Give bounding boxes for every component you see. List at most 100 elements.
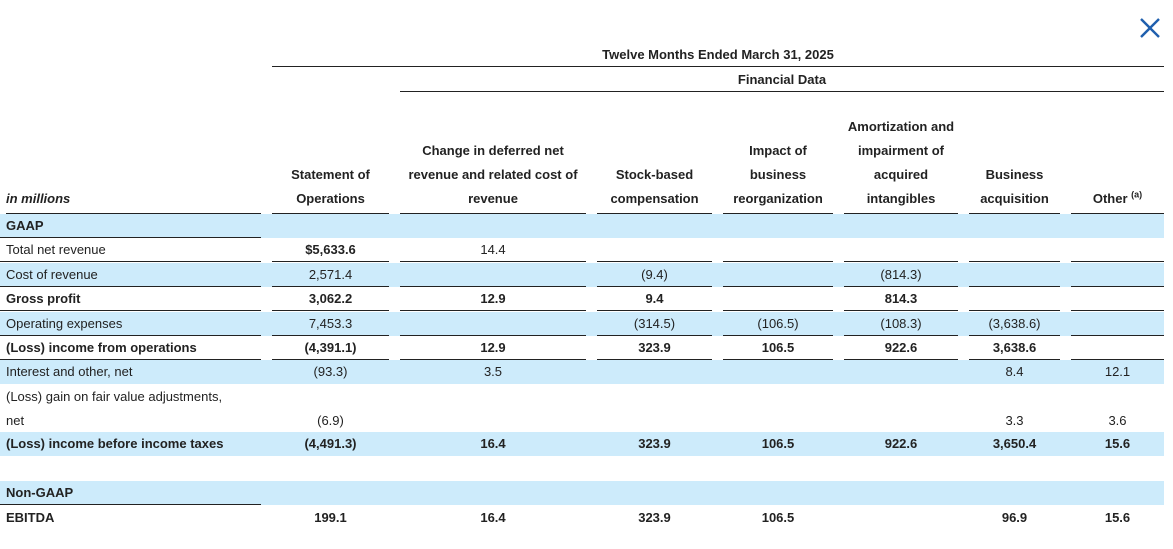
table-cell: 15.6 — [1104, 510, 1131, 525]
table-cell — [969, 263, 1060, 287]
table-cell: 7,453.3 — [308, 316, 353, 331]
row-divider — [969, 359, 1060, 360]
row-divider — [400, 310, 586, 311]
row-divider — [844, 335, 958, 336]
section-header-gaap: GAAP — [0, 214, 1164, 238]
row-divider — [844, 286, 958, 287]
table-cell — [969, 238, 1060, 262]
table-cell — [844, 238, 958, 262]
row-label: (Loss) income before income taxes — [6, 436, 224, 451]
col-header-deferred-revenue: Change in deferred net revenue and relat… — [400, 139, 586, 214]
row-divider — [0, 310, 261, 311]
table-cell — [723, 409, 833, 433]
row-divider — [1071, 286, 1164, 287]
table-cell: 814.3 — [884, 291, 918, 306]
row-divider — [272, 286, 389, 287]
table-row: (Loss) income before income taxes (4,491.… — [0, 432, 1164, 456]
row-divider — [969, 310, 1060, 311]
row-divider — [723, 286, 833, 287]
table-cell: 3,062.2 — [308, 291, 353, 306]
table-cell — [400, 263, 586, 287]
table-cell: (3,638.6) — [988, 316, 1041, 331]
row-divider — [272, 335, 389, 336]
table-cell: (6.9) — [317, 413, 344, 428]
col-header-reorganization: Impact of business reorganization — [723, 139, 833, 214]
row-divider — [400, 359, 586, 360]
table-cell — [400, 409, 586, 433]
row-divider — [597, 359, 712, 360]
table-cell — [1071, 263, 1164, 287]
row-divider — [400, 286, 586, 287]
table-cell: (4,491.3) — [304, 436, 357, 451]
table-cell: 96.9 — [1001, 510, 1028, 525]
table-cell: 16.4 — [480, 510, 506, 525]
table-cell — [597, 238, 712, 262]
table-cell — [844, 360, 958, 384]
col-header-stock-comp: Stock-based compensation — [597, 163, 712, 214]
table-cell: (9.4) — [641, 267, 668, 282]
row-divider — [597, 335, 712, 336]
row-label: (Loss) income from operations — [6, 340, 197, 355]
row-divider — [1071, 261, 1164, 262]
table-subtitle: Financial Data — [400, 68, 1164, 92]
row-divider — [272, 359, 389, 360]
table-cell: (814.3) — [880, 267, 922, 282]
table-cell — [1071, 287, 1164, 311]
row-label: Total net revenue — [6, 242, 106, 257]
col-header-other-label: Other — [1092, 191, 1128, 206]
table-cell — [723, 287, 833, 311]
row-divider — [723, 310, 833, 311]
row-label: Operating expenses — [6, 316, 123, 331]
table-cell: 106.5 — [761, 436, 795, 451]
row-label: (Loss) gain on fair value adjustments, — [6, 389, 223, 404]
row-divider — [400, 261, 586, 262]
table-cell: 3.5 — [483, 364, 503, 379]
row-label: Interest and other, net — [6, 364, 133, 379]
table-cell: 12.9 — [480, 340, 506, 355]
table-cell: 15.6 — [1104, 436, 1131, 451]
row-divider — [969, 286, 1060, 287]
row-divider — [844, 359, 958, 360]
table-cell — [844, 409, 958, 433]
col-header-other: Other (a) — [1071, 187, 1164, 214]
row-label: EBITDA — [6, 510, 55, 525]
table-cell: 2,571.4 — [308, 267, 353, 282]
row-divider — [969, 261, 1060, 262]
table-title: Twelve Months Ended March 31, 2025 — [272, 44, 1164, 67]
table-cell: 106.5 — [761, 510, 795, 525]
table-cell: 8.4 — [1005, 364, 1024, 379]
table-cell — [597, 360, 712, 384]
row-label: Gross profit — [6, 291, 81, 306]
table-cell — [1071, 312, 1164, 336]
table-cell — [969, 287, 1060, 311]
col-header-business-acquisition: Business acquisition — [969, 163, 1060, 214]
table-cell: 922.6 — [884, 436, 918, 451]
table-cell: 922.6 — [884, 340, 918, 355]
table-cell — [597, 409, 712, 433]
close-icon — [1140, 18, 1160, 38]
table-row: (Loss) income from operations (4,391.1) 12… — [0, 336, 1164, 360]
table-cell: 323.9 — [638, 340, 671, 355]
close-button[interactable] — [1137, 15, 1163, 41]
table-cell: 12.1 — [1104, 364, 1131, 379]
row-divider — [1071, 359, 1164, 360]
table-cell: 14.4 — [480, 242, 506, 257]
table-row: EBITDA 199.1 16.4 323.9 106.5 96.9 15.6 — [0, 506, 1164, 530]
table-cell — [723, 360, 833, 384]
table-cell: 3.6 — [1108, 413, 1127, 428]
table-cell: 3,650.4 — [992, 436, 1037, 451]
table-cell: 323.9 — [638, 436, 671, 451]
row-divider — [844, 310, 958, 311]
table-cell: 3,638.6 — [992, 340, 1037, 355]
section-header-non-gaap: Non-GAAP — [0, 481, 1164, 505]
table-cell: $5,633.6 — [305, 242, 356, 257]
row-label: net — [6, 413, 25, 428]
row-divider — [272, 310, 389, 311]
table-cell: 12.9 — [480, 291, 506, 306]
table-cell: (314.5) — [633, 316, 676, 331]
table-cell: (106.5) — [757, 316, 799, 331]
table-cell — [723, 238, 833, 262]
unit-label: in millions — [6, 187, 261, 214]
table-cell: (93.3) — [313, 364, 348, 379]
table-cell: (108.3) — [880, 316, 922, 331]
